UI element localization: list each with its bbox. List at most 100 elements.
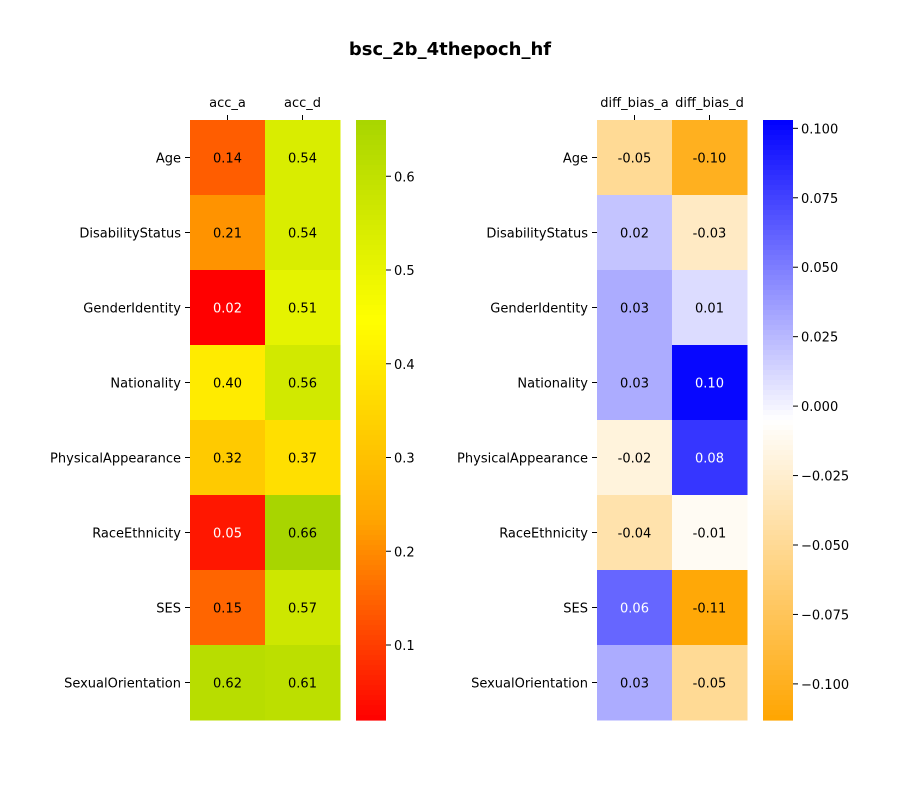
colorbar-segment [763,195,793,201]
colorbar-segment [356,215,386,221]
colorbar-segment [763,350,793,356]
row-label: Nationality [110,377,181,392]
colorbar-segment [356,180,386,186]
colorbar-segment [763,345,793,351]
colorbar-segment [356,540,386,546]
cell-value-label: 0.54 [288,152,317,167]
colorbar-segment [763,565,793,571]
colorbar-segment [356,410,386,416]
colorbar-segment [763,320,793,326]
cell-value-label: 0.57 [288,602,317,617]
colorbar-segment [356,425,386,431]
row-label: SES [563,602,588,617]
colorbar-segment [356,135,386,141]
colorbar-segment [763,575,793,581]
colorbar-segment [763,415,793,421]
colorbar-segment [763,705,793,711]
heatmap-cell [597,645,673,721]
colorbar-tick-label: 0.000 [801,400,838,415]
colorbar-segment [763,410,793,416]
colorbar-segment [763,670,793,676]
colorbar-segment [763,425,793,431]
colorbar-segment [356,515,386,521]
colorbar-segment [356,200,386,206]
colorbar-segment [356,490,386,496]
colorbar-segment [356,165,386,171]
colorbar-tick-label: −0.025 [801,470,849,485]
colorbar-segment [356,610,386,616]
colorbar-segment [356,550,386,556]
colorbar-segment [763,530,793,536]
heatmap-cell [672,345,748,421]
colorbar-segment [356,220,386,226]
colorbar-segment [356,285,386,291]
colorbar-segment [356,190,386,196]
row-label: DisabilityStatus [79,227,181,242]
colorbar-segment [356,715,386,721]
colorbar-segment [763,395,793,401]
colorbar-segment [763,175,793,181]
colorbar-segment [763,205,793,211]
colorbar-segment [763,655,793,661]
colorbar-segment [763,665,793,671]
heatmap-cell [190,345,266,421]
colorbar-segment [763,475,793,481]
row-label: PhysicalAppearance [50,452,181,467]
colorbar-segment [356,495,386,501]
row-label: GenderIdentity [490,302,588,317]
colorbar-segment [763,680,793,686]
heatmap-cell [190,495,266,571]
colorbar-segment [763,515,793,521]
colorbar-segment [356,360,386,366]
colorbar-segment [763,640,793,646]
colorbar-segment [356,655,386,661]
colorbar-tick-label: 0.2 [394,545,415,560]
colorbar-segment [763,715,793,721]
row-label: Nationality [517,377,588,392]
colorbar-segment [356,390,386,396]
colorbar-segment [356,560,386,566]
colorbar-segment [763,650,793,656]
colorbar-segment [763,295,793,301]
colorbar-segment [356,260,386,266]
colorbar-segment [763,120,793,126]
colorbar-segment [356,690,386,696]
colorbar-tick-label: −0.100 [801,678,849,693]
cell-value-label: 0.37 [288,452,317,467]
cell-value-label: 0.14 [213,152,242,167]
colorbar-segment [763,310,793,316]
colorbar-segment [356,315,386,321]
colorbar-segment [763,660,793,666]
colorbar-segment [356,155,386,161]
colorbar-segment [356,210,386,216]
cell-value-label: -0.11 [693,602,727,617]
colorbar-segment [763,355,793,361]
colorbar-segment [763,215,793,221]
colorbar-tick-label: 0.1 [394,639,415,654]
colorbar-segment [763,260,793,266]
colorbar-segment [763,510,793,516]
colorbar-segment [356,440,386,446]
cell-value-label: 0.32 [213,452,242,467]
colorbar-segment [763,440,793,446]
colorbar-segment [763,305,793,311]
colorbar-segment [356,535,386,541]
heatmap-cell [597,345,673,421]
heatmap-cell [672,270,748,346]
colorbar-segment [356,330,386,336]
colorbar-segment [763,200,793,206]
colorbar-segment [356,120,386,126]
colorbar-segment [763,540,793,546]
cell-value-label: -0.03 [693,227,727,242]
heatmap-cell [672,570,748,646]
colorbar-segment [356,170,386,176]
cell-value-label: 0.10 [695,377,724,392]
colorbar-segment [763,280,793,286]
cell-value-label: 0.40 [213,377,242,392]
cell-value-label: 0.03 [620,377,649,392]
cell-value-label: -0.04 [618,527,652,542]
cell-value-label: 0.21 [213,227,242,242]
colorbar-segment [763,365,793,371]
colorbar-segment [356,570,386,576]
